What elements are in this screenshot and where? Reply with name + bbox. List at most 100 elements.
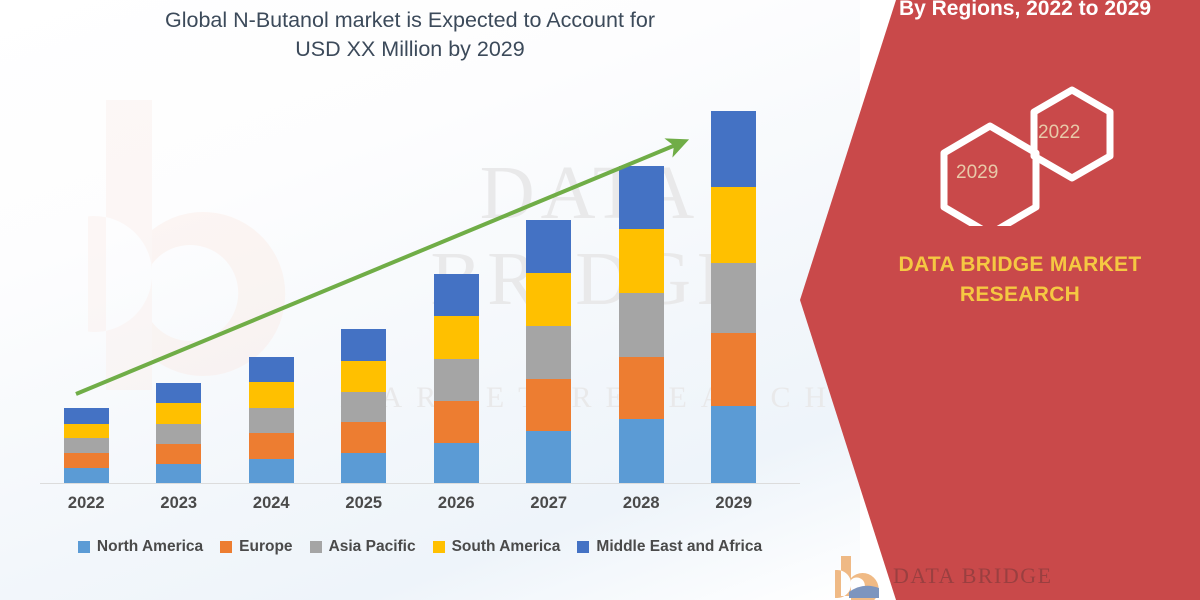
bar-segment-north-america — [526, 430, 572, 483]
x-tick-2027: 2027 — [530, 494, 568, 512]
x-tick-2023: 2023 — [160, 494, 198, 512]
brand-line-1: DATA BRIDGE MARKET — [898, 253, 1142, 276]
legend-item-asia-pacific[interactable]: Asia Pacific — [309, 538, 416, 556]
bar-stack — [248, 356, 294, 483]
chart-panel: DATA BRIDGE MARKET RESEARCH Global N-But… — [0, 0, 860, 600]
legend-label: Asia Pacific — [328, 538, 416, 555]
legend-item-south-america[interactable]: South America — [432, 538, 561, 556]
bar-segment-north-america — [341, 453, 387, 483]
bar-segment-europe — [618, 356, 664, 420]
bar-segment-europe — [156, 443, 202, 464]
bar-segment-europe — [433, 401, 479, 443]
brand-line-2: RESEARCH — [959, 283, 1081, 306]
bar-stack — [526, 220, 572, 483]
bar-segment-asia-pacific — [63, 438, 109, 454]
legend-item-europe[interactable]: Europe — [220, 538, 293, 556]
legend-item-north-america[interactable]: North America — [77, 538, 204, 556]
bar-segment-asia-pacific — [526, 325, 572, 379]
bar-segment-south-america — [156, 403, 202, 424]
x-tick-2025: 2025 — [345, 494, 383, 512]
bar-segment-south-america — [711, 186, 757, 264]
bar-segment-asia-pacific — [156, 423, 202, 444]
bar-segment-south-america — [63, 423, 109, 439]
bar-stack — [433, 273, 479, 483]
legend-item-middle-east-and-africa[interactable]: Middle East and Africa — [577, 538, 762, 556]
hexagon-2022-shape — [1030, 86, 1114, 182]
axis-baseline — [40, 483, 800, 484]
brand-name: DATA BRIDGE MARKET RESEARCH — [850, 250, 1190, 310]
footer-logo: DATA BRIDGE — [835, 552, 1095, 600]
x-tick-2026: 2026 — [437, 494, 475, 512]
bar-segment-asia-pacific — [248, 407, 294, 434]
chart-legend: North America Europe Asia Pacific South Ame… — [40, 538, 800, 556]
x-tick-2029: 2029 — [715, 494, 753, 512]
bar-segment-asia-pacific — [711, 263, 757, 334]
legend-swatch-icon — [220, 541, 233, 553]
bar-segment-north-america — [63, 468, 109, 483]
bar-segment-europe — [248, 433, 294, 459]
bar-column-2028 — [595, 111, 688, 483]
bar-segment-middle-east-and-africa — [248, 356, 294, 383]
bar-segment-north-america — [711, 406, 757, 483]
bar-segment-south-america — [433, 316, 479, 359]
bar-segment-middle-east-and-africa — [526, 220, 572, 273]
bar-segment-middle-east-and-africa — [63, 407, 109, 424]
plot-area — [40, 110, 800, 484]
title-line-1: Global N-Butanol market is Expected to A… — [165, 8, 655, 32]
legend-label: Europe — [239, 538, 293, 555]
bar-column-2027 — [503, 111, 596, 483]
legend-swatch-icon — [309, 541, 322, 553]
x-tick-2028: 2028 — [622, 494, 660, 512]
bar-stack — [63, 407, 109, 483]
hexagon-2022-label: 2022 — [1038, 122, 1081, 143]
bar-segment-north-america — [433, 442, 479, 483]
bar-stack — [618, 166, 664, 483]
hexagon-2029-label: 2029 — [956, 162, 999, 183]
bar-stack — [711, 111, 757, 483]
x-axis-labels: 2022 2023 2024 2025 2026 2027 2028 2029 — [40, 494, 780, 513]
bar-segment-middle-east-and-africa — [156, 383, 202, 404]
bar-column-2026 — [410, 111, 503, 483]
footer-logo-text: DATA BRIDGE — [893, 563, 1053, 588]
databridge-mark-icon — [835, 556, 879, 600]
bar-segment-asia-pacific — [433, 358, 479, 402]
legend-label: Middle East and Africa — [596, 538, 763, 555]
bar-segment-north-america — [248, 458, 294, 483]
hexagon-outlines — [940, 86, 1114, 238]
hexagon-badges: 2022 2029 — [886, 86, 1146, 238]
bar-stack — [156, 383, 202, 483]
bar-stack — [341, 328, 387, 483]
bar-segment-middle-east-and-africa — [341, 328, 387, 361]
bar-segment-middle-east-and-africa — [433, 273, 479, 317]
bar-segment-south-america — [341, 360, 387, 392]
x-tick-2022: 2022 — [67, 494, 105, 512]
bar-column-2029 — [688, 111, 781, 483]
bar-segment-middle-east-and-africa — [618, 166, 664, 229]
bar-segment-south-america — [526, 272, 572, 326]
bar-segment-europe — [341, 422, 387, 454]
bar-segment-europe — [526, 378, 572, 431]
x-tick-2024: 2024 — [252, 494, 290, 512]
bar-segment-south-america — [618, 229, 664, 293]
bar-segment-north-america — [156, 463, 202, 483]
bar-column-2025 — [318, 111, 411, 483]
bar-segment-north-america — [618, 419, 664, 483]
right-red-panel: By Regions, 2022 to 2029 2022 2029 DATA … — [800, 0, 1200, 600]
bar-segment-middle-east-and-africa — [711, 111, 757, 187]
bar-group — [40, 111, 780, 483]
bar-segment-europe — [63, 453, 109, 469]
bar-column-2023 — [133, 111, 226, 483]
legend-label: South America — [451, 538, 561, 555]
bar-segment-europe — [711, 333, 757, 407]
panel-heading: By Regions, 2022 to 2029 — [898, 0, 1152, 20]
legend-swatch-icon — [432, 541, 445, 553]
legend-swatch-icon — [577, 541, 590, 553]
legend-label: North America — [96, 538, 204, 555]
title-line-2: USD XX Million by 2029 — [295, 37, 525, 61]
page-title: Global N-Butanol market is Expected to A… — [60, 6, 760, 64]
bar-column-2024 — [225, 111, 318, 483]
bar-segment-south-america — [248, 382, 294, 408]
bar-column-2022 — [40, 111, 133, 483]
bar-segment-asia-pacific — [618, 292, 664, 357]
